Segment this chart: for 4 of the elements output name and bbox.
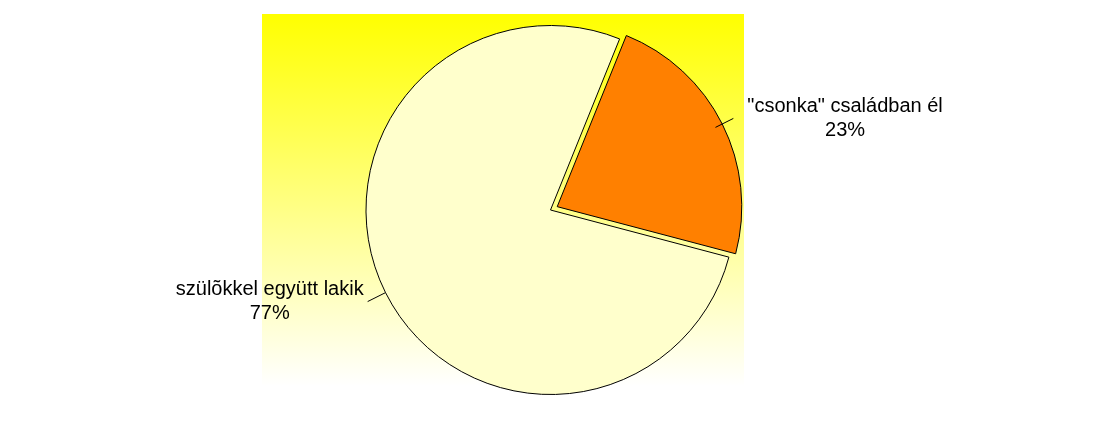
slice-label: "csonka" családban él bbox=[747, 93, 943, 116]
data-label: 23% bbox=[825, 117, 866, 140]
data-label: 77% bbox=[249, 301, 290, 324]
slice-label: szülõkkel együtt lakik bbox=[175, 277, 365, 300]
